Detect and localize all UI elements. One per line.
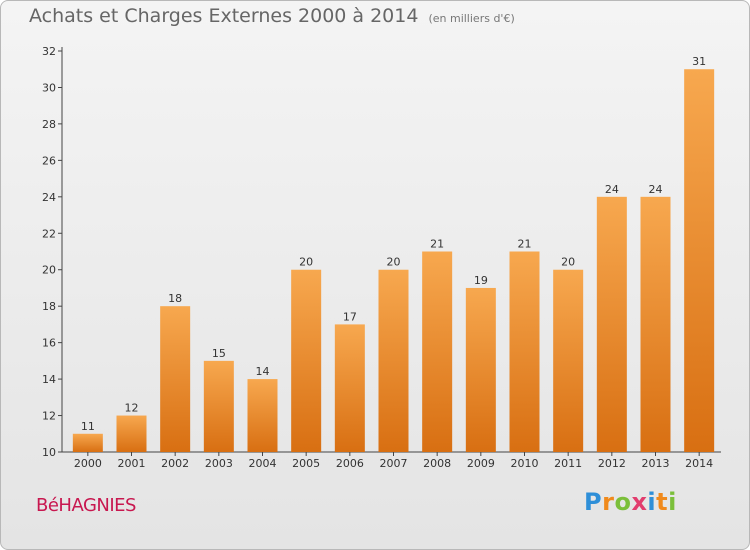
x-tick-label: 2006: [336, 457, 364, 470]
y-tick-label: 18: [42, 300, 56, 313]
bar: [291, 269, 322, 452]
y-tick-label: 24: [42, 191, 56, 204]
logo-letter: i: [647, 488, 657, 516]
logo-letter: i: [668, 488, 677, 516]
x-tick-label: 2005: [292, 457, 320, 470]
x-tick-label: 2010: [511, 457, 539, 470]
x-tick-label: 2013: [642, 457, 670, 470]
unit-note: (en milliers d'€): [428, 12, 515, 25]
chart-title: Achats et Charges Externes 2000 à 2014 (e…: [29, 5, 515, 27]
x-tick-label: 2012: [598, 457, 626, 470]
place-name: BéHAGNIES: [36, 495, 136, 516]
data-label: 24: [649, 183, 663, 196]
y-tick-label: 20: [42, 264, 56, 277]
bar: [509, 251, 540, 452]
y-tick-label: 22: [42, 227, 56, 240]
proxiti-logo: Proxiti: [584, 488, 677, 516]
bar: [596, 196, 627, 452]
bar: [116, 415, 147, 452]
data-label: 15: [212, 347, 226, 360]
x-tick-label: 2001: [118, 457, 146, 470]
data-label: 21: [430, 238, 444, 251]
logo-letter: x: [631, 488, 648, 516]
logo-letter: P: [584, 488, 603, 516]
x-tick-label: 2002: [161, 457, 189, 470]
x-tick-label: 2004: [249, 457, 277, 470]
bar: [334, 324, 365, 452]
y-tick-label: 32: [42, 45, 56, 58]
bar: [160, 306, 191, 452]
chart-title-text: Achats et Charges Externes 2000 à 2014: [29, 5, 419, 27]
data-label: 31: [692, 55, 706, 68]
y-tick-label: 14: [42, 373, 56, 386]
bar: [72, 433, 103, 452]
bar: [640, 196, 671, 452]
x-tick-label: 2009: [467, 457, 495, 470]
data-label: 14: [256, 365, 270, 378]
data-label: 20: [387, 256, 401, 269]
bar: [247, 379, 278, 452]
bar: [684, 69, 715, 453]
data-label: 18: [168, 292, 182, 305]
x-tick-label: 2007: [380, 457, 408, 470]
data-label: 20: [299, 256, 313, 269]
x-tick-label: 2008: [423, 457, 451, 470]
y-tick-label: 30: [42, 81, 56, 94]
bar: [465, 287, 496, 452]
bar: [203, 360, 234, 452]
data-label: 19: [474, 274, 488, 287]
x-tick-label: 2014: [685, 457, 713, 470]
logo-letter: t: [656, 488, 669, 516]
data-label: 20: [561, 256, 575, 269]
y-tick-label: 10: [42, 446, 56, 459]
x-tick-label: 2000: [74, 457, 102, 470]
y-tick-label: 12: [42, 410, 56, 423]
bar: [422, 251, 453, 452]
y-tick-label: 26: [42, 154, 56, 167]
logo-letter: o: [614, 488, 632, 516]
x-tick-label: 2003: [205, 457, 233, 470]
x-tick-label: 2011: [554, 457, 582, 470]
bar: [553, 269, 584, 452]
data-label: 24: [605, 183, 619, 196]
y-tick-label: 28: [42, 118, 56, 131]
data-label: 11: [81, 420, 95, 433]
data-label: 12: [125, 402, 139, 415]
bar: [378, 269, 409, 452]
data-label: 21: [518, 238, 532, 251]
logo-letter: r: [602, 488, 615, 516]
data-label: 17: [343, 310, 357, 323]
y-tick-label: 16: [42, 337, 56, 350]
